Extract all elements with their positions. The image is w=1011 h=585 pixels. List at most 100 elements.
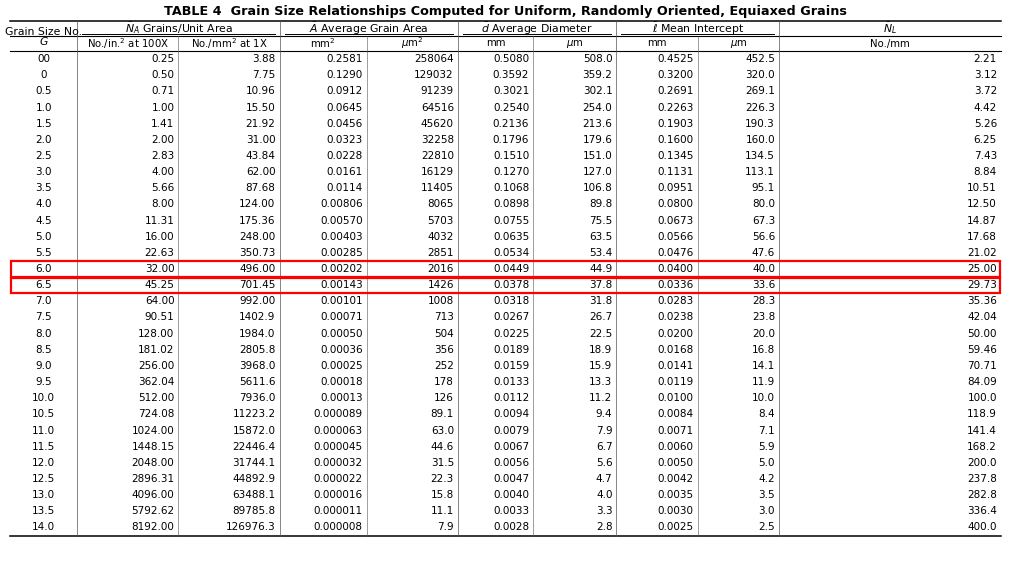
Text: 7.0: 7.0 (35, 297, 52, 307)
Text: 13.3: 13.3 (589, 377, 613, 387)
Text: No./mm: No./mm (870, 39, 910, 49)
Text: 0.000011: 0.000011 (313, 506, 363, 517)
Text: 50.00: 50.00 (968, 329, 997, 339)
Text: 8.84: 8.84 (974, 167, 997, 177)
Text: 8.4: 8.4 (758, 410, 775, 419)
Text: 0.4525: 0.4525 (657, 54, 694, 64)
Text: 53.4: 53.4 (589, 248, 613, 258)
Text: 0.50: 0.50 (152, 70, 175, 80)
Text: 0.2540: 0.2540 (493, 102, 529, 112)
Text: 1984.0: 1984.0 (240, 329, 276, 339)
Text: 62.00: 62.00 (246, 167, 276, 177)
Text: 31.8: 31.8 (589, 297, 613, 307)
Text: 128.00: 128.00 (139, 329, 175, 339)
Text: 129032: 129032 (415, 70, 454, 80)
Text: 0.0133: 0.0133 (493, 377, 529, 387)
Text: 400.0: 400.0 (968, 522, 997, 532)
Text: 3.12: 3.12 (974, 70, 997, 80)
Text: 0.0200: 0.0200 (658, 329, 694, 339)
Text: 7.9: 7.9 (595, 425, 613, 435)
Text: 16.00: 16.00 (145, 232, 175, 242)
Text: 6.0: 6.0 (35, 264, 52, 274)
Text: 168.2: 168.2 (968, 442, 997, 452)
Text: 0.1796: 0.1796 (493, 135, 529, 145)
Text: 44.9: 44.9 (589, 264, 613, 274)
Text: 4032: 4032 (428, 232, 454, 242)
Text: 0.0047: 0.0047 (493, 474, 529, 484)
Text: 29.73: 29.73 (968, 280, 997, 290)
Text: 89.8: 89.8 (589, 199, 613, 209)
Text: 2896.31: 2896.31 (131, 474, 175, 484)
Text: 124.00: 124.00 (240, 199, 276, 209)
Text: 359.2: 359.2 (582, 70, 613, 80)
Text: 9.4: 9.4 (595, 410, 613, 419)
Text: 0.00403: 0.00403 (320, 232, 363, 242)
Text: 0.0035: 0.0035 (657, 490, 694, 500)
Text: 452.5: 452.5 (745, 54, 775, 64)
Text: 14.87: 14.87 (968, 216, 997, 226)
Text: 31.00: 31.00 (246, 135, 276, 145)
Text: 226.3: 226.3 (745, 102, 775, 112)
Text: 2805.8: 2805.8 (240, 345, 276, 355)
Text: 42.04: 42.04 (968, 312, 997, 322)
Text: 6.5: 6.5 (35, 280, 52, 290)
Text: 2.83: 2.83 (152, 151, 175, 161)
Text: 11.9: 11.9 (752, 377, 775, 387)
Text: 992.00: 992.00 (240, 297, 276, 307)
Text: 0.0336: 0.0336 (657, 280, 694, 290)
Text: 1.5: 1.5 (35, 119, 52, 129)
Text: 0.1600: 0.1600 (657, 135, 694, 145)
Text: 5611.6: 5611.6 (239, 377, 276, 387)
Text: 5.6: 5.6 (595, 458, 613, 468)
Text: 0.0800: 0.0800 (658, 199, 694, 209)
Text: 0.1068: 0.1068 (493, 183, 529, 193)
Text: 2851: 2851 (428, 248, 454, 258)
Text: 0.0228: 0.0228 (327, 151, 363, 161)
Text: 23.8: 23.8 (752, 312, 775, 322)
Text: 0.0318: 0.0318 (493, 297, 529, 307)
Text: 0.5: 0.5 (35, 87, 52, 97)
Text: 0.0119: 0.0119 (657, 377, 694, 387)
Text: 4.7: 4.7 (595, 474, 613, 484)
Text: 11.0: 11.0 (32, 425, 56, 435)
Text: 8.0: 8.0 (35, 329, 52, 339)
Text: 0.2691: 0.2691 (657, 87, 694, 97)
Text: 0.2263: 0.2263 (657, 102, 694, 112)
Text: 0.3200: 0.3200 (657, 70, 694, 80)
Text: 15.9: 15.9 (589, 361, 613, 371)
Text: 22810: 22810 (421, 151, 454, 161)
Text: 45620: 45620 (421, 119, 454, 129)
Text: 63.0: 63.0 (431, 425, 454, 435)
Text: 4.42: 4.42 (974, 102, 997, 112)
Text: 0.0225: 0.0225 (493, 329, 529, 339)
Text: 0.0323: 0.0323 (327, 135, 363, 145)
Text: 0.00036: 0.00036 (320, 345, 363, 355)
Text: 0.0114: 0.0114 (327, 183, 363, 193)
Text: 15.50: 15.50 (246, 102, 276, 112)
Text: 0.0476: 0.0476 (657, 248, 694, 258)
Text: 0.000063: 0.000063 (313, 425, 363, 435)
Text: 0.1290: 0.1290 (327, 70, 363, 80)
Text: 0.000089: 0.000089 (313, 410, 363, 419)
Text: 0.0400: 0.0400 (658, 264, 694, 274)
Text: 362.04: 362.04 (139, 377, 175, 387)
Text: 0.0378: 0.0378 (493, 280, 529, 290)
Text: 127.0: 127.0 (582, 167, 613, 177)
Text: 0.0060: 0.0060 (658, 442, 694, 452)
Text: 1.00: 1.00 (152, 102, 175, 112)
Text: 22446.4: 22446.4 (233, 442, 276, 452)
Text: 0.0534: 0.0534 (493, 248, 529, 258)
Text: mm: mm (647, 39, 667, 49)
Text: 190.3: 190.3 (745, 119, 775, 129)
Text: 84.09: 84.09 (968, 377, 997, 387)
Text: 269.1: 269.1 (745, 87, 775, 97)
Text: 0.0071: 0.0071 (657, 425, 694, 435)
Text: 4.00: 4.00 (152, 167, 175, 177)
Text: 12.50: 12.50 (968, 199, 997, 209)
Text: 45.25: 45.25 (145, 280, 175, 290)
Text: 75.5: 75.5 (589, 216, 613, 226)
Text: 200.0: 200.0 (968, 458, 997, 468)
Text: 0.0951: 0.0951 (657, 183, 694, 193)
Text: 151.0: 151.0 (582, 151, 613, 161)
Text: 1.0: 1.0 (35, 102, 52, 112)
